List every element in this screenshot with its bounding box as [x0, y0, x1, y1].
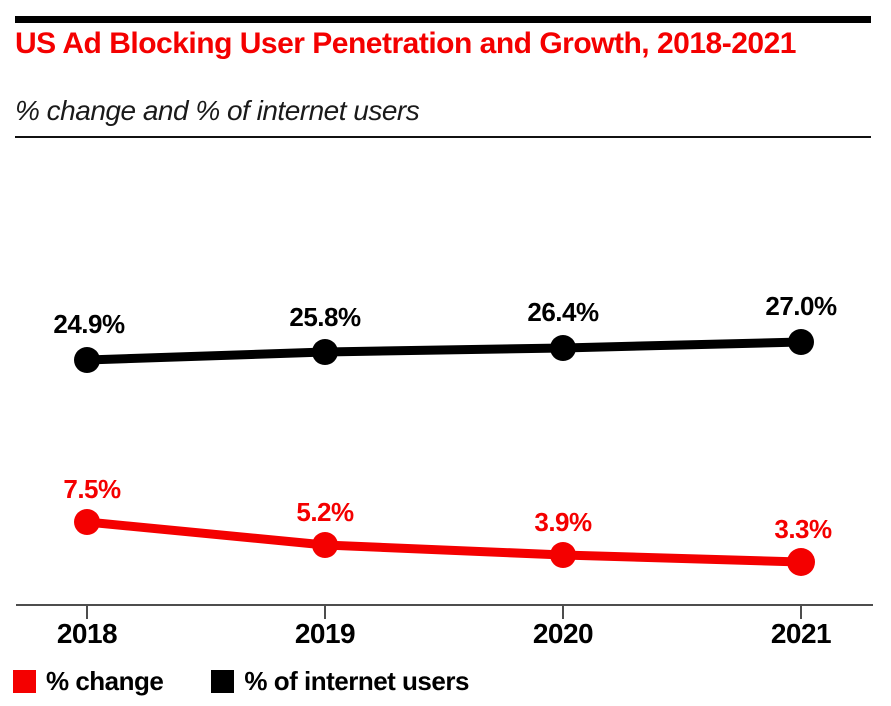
internet-users-label-2019: 25.8% — [289, 302, 361, 332]
x-axis-label-2021: 2021 — [771, 618, 831, 649]
x-axis-label-2019: 2019 — [295, 618, 355, 649]
internet-users-point-2020 — [550, 335, 576, 361]
internet-users-label-2021: 27.0% — [765, 291, 837, 321]
legend-label-pct-change: % change — [46, 666, 164, 696]
legend-swatch-black — [211, 670, 235, 693]
x-axis-label-2020: 2020 — [533, 618, 593, 649]
chart-subtitle: % change and % of internet users — [15, 95, 420, 126]
header-divider — [15, 136, 871, 138]
pct-change-label-2020: 3.9% — [534, 507, 592, 537]
legend: % change % of internet users — [13, 666, 469, 697]
pct-change-label-2018: 7.5% — [63, 474, 121, 504]
internet-users-point-2018 — [74, 347, 100, 373]
internet-users-line — [86, 337, 802, 365]
top-accent-bar — [15, 16, 871, 23]
internet-users-label-2020: 26.4% — [527, 297, 599, 327]
legend-item-internet-users: % of internet users — [211, 666, 469, 697]
line-chart: 24.9% 25.8% 26.4% 27.0% 7.5% 5.2% 3.9% 3… — [16, 291, 873, 649]
pct-change-label-2021: 3.3% — [774, 514, 832, 544]
internet-users-label-2018: 24.9% — [53, 309, 125, 339]
pct-change-label-2019: 5.2% — [296, 497, 354, 527]
internet-users-point-2019 — [312, 339, 338, 365]
legend-swatch-red — [13, 670, 36, 693]
internet-users-point-2021 — [788, 329, 814, 355]
pct-change-point-2018 — [74, 509, 100, 535]
pct-change-point-2019 — [312, 532, 338, 558]
chart-title: US Ad Blocking User Penetration and Grow… — [15, 27, 796, 60]
legend-item-pct-change: % change — [13, 666, 164, 697]
x-axis-label-2018: 2018 — [57, 618, 117, 649]
pct-change-point-2021 — [787, 548, 815, 576]
legend-label-internet-users: % of internet users — [244, 666, 469, 696]
pct-change-line — [86, 517, 802, 567]
pct-change-point-2020 — [550, 542, 576, 568]
